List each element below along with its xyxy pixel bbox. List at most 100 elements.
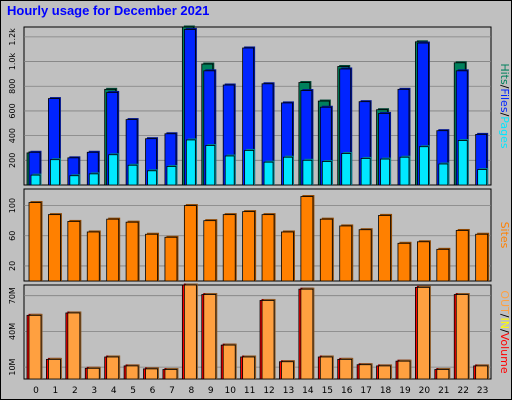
sites-bar-body	[203, 220, 217, 282]
x-tick-label: 8	[188, 386, 194, 396]
panel-0-y-tick-label: 400	[8, 128, 17, 143]
out-bar-body	[319, 356, 333, 380]
sites-bar	[358, 228, 373, 282]
pages-bar	[88, 172, 100, 186]
pages-bar-body	[360, 158, 371, 186]
pages-bar-body	[477, 169, 488, 186]
legend-volume-item: /	[498, 314, 511, 318]
sites-bar	[203, 219, 218, 282]
out-bar	[164, 367, 179, 380]
sites-bar-body	[261, 214, 275, 282]
out-bar-body	[300, 288, 314, 380]
out-bar-body	[281, 361, 294, 380]
out-bar-body	[475, 365, 489, 380]
sites-bar	[455, 228, 470, 282]
out-bar-body	[436, 369, 450, 380]
out-bar	[125, 364, 140, 380]
out-bar-body	[397, 360, 411, 380]
sites-bar-body	[106, 218, 120, 282]
panel-1-y-tick-label: 60	[8, 231, 17, 241]
panel-2-y-tick-label: 70M	[8, 287, 17, 304]
out-bar-body	[339, 358, 353, 380]
legend-volume-item: /	[498, 329, 511, 333]
legend-traffic-item: Hits	[498, 63, 511, 85]
pages-bar	[263, 160, 275, 186]
legend-volume-item: Volume	[498, 333, 511, 374]
out-bar-body	[455, 294, 469, 380]
out-bar	[145, 367, 160, 380]
pages-bar-body	[30, 174, 41, 186]
pages-bar-body	[457, 140, 468, 186]
pages-bar	[127, 163, 139, 186]
x-tick-label: 18	[380, 386, 392, 396]
pages-bar	[302, 158, 314, 186]
sites-bar-body	[300, 196, 314, 282]
sites-bar	[397, 241, 412, 282]
out-bar	[339, 357, 354, 380]
panel-1-y-tick-label: 100	[8, 198, 17, 213]
out-bar-body	[145, 368, 158, 380]
sites-bar-body	[416, 241, 430, 282]
sites-bar	[475, 232, 490, 282]
sites-bar-body	[222, 214, 236, 282]
pages-bar	[108, 153, 120, 186]
x-tick-label: 1	[53, 386, 59, 396]
sites-bar	[222, 213, 237, 282]
x-tick-label: 22	[458, 386, 469, 396]
pages-bar	[321, 160, 333, 186]
sites-bar	[242, 210, 257, 282]
sites-bar-body	[436, 248, 450, 282]
x-tick-label: 19	[399, 386, 411, 396]
pages-bar	[244, 148, 256, 186]
pages-bar	[418, 145, 430, 186]
panel-2-background	[23, 284, 492, 380]
out-bar-body	[106, 356, 120, 380]
x-tick-label: 4	[111, 386, 117, 396]
x-tick-label: 16	[341, 386, 353, 396]
sites-bar	[339, 224, 354, 282]
panel-0-y-tick-label: 1.2k	[8, 28, 17, 46]
out-bar-body	[164, 369, 178, 380]
legend-traffic-item: /	[498, 85, 511, 89]
pages-bar	[283, 155, 294, 186]
chart-title: Hourly usage for December 2021	[7, 3, 210, 18]
out-bar	[436, 367, 451, 380]
out-bar-body	[203, 294, 217, 380]
out-bar-body	[261, 300, 275, 380]
pages-bar-body	[399, 156, 410, 186]
pages-bar-body	[224, 155, 235, 186]
legend-volume-item: OUT	[498, 290, 511, 314]
legend-traffic-item: Pages	[498, 116, 511, 149]
out-bar	[28, 313, 43, 380]
legend-volume: OUT/IN/Volume	[498, 290, 511, 374]
pages-bar	[185, 138, 197, 186]
x-tick-label: 11	[244, 386, 255, 396]
out-bar-body	[416, 286, 430, 380]
sites-bar-body	[164, 236, 178, 282]
out-bar	[86, 366, 101, 380]
x-tick-label: 5	[130, 386, 136, 396]
out-bar	[475, 364, 490, 380]
pages-bar	[69, 174, 81, 186]
pages-bar-body	[244, 150, 255, 186]
out-bar-body	[125, 365, 139, 380]
pages-bar-body	[438, 163, 449, 186]
out-bar-body	[242, 356, 256, 380]
sites-bar	[416, 240, 431, 282]
legend-volume-item: IN	[498, 318, 511, 329]
pages-bar	[380, 157, 392, 186]
out-bar	[416, 285, 431, 380]
x-tick-label: 20	[419, 386, 431, 396]
out-bar	[397, 359, 412, 380]
out-bar	[183, 283, 198, 380]
out-bar	[203, 293, 218, 380]
out-bar	[222, 343, 237, 380]
pages-bar-body	[418, 146, 429, 186]
x-tick-label: 2	[72, 386, 78, 396]
sites-bar-body	[125, 221, 139, 282]
panel-1-y-tick-label: 20	[8, 261, 17, 271]
out-bar-body	[183, 284, 197, 380]
pages-bar-body	[380, 158, 390, 186]
